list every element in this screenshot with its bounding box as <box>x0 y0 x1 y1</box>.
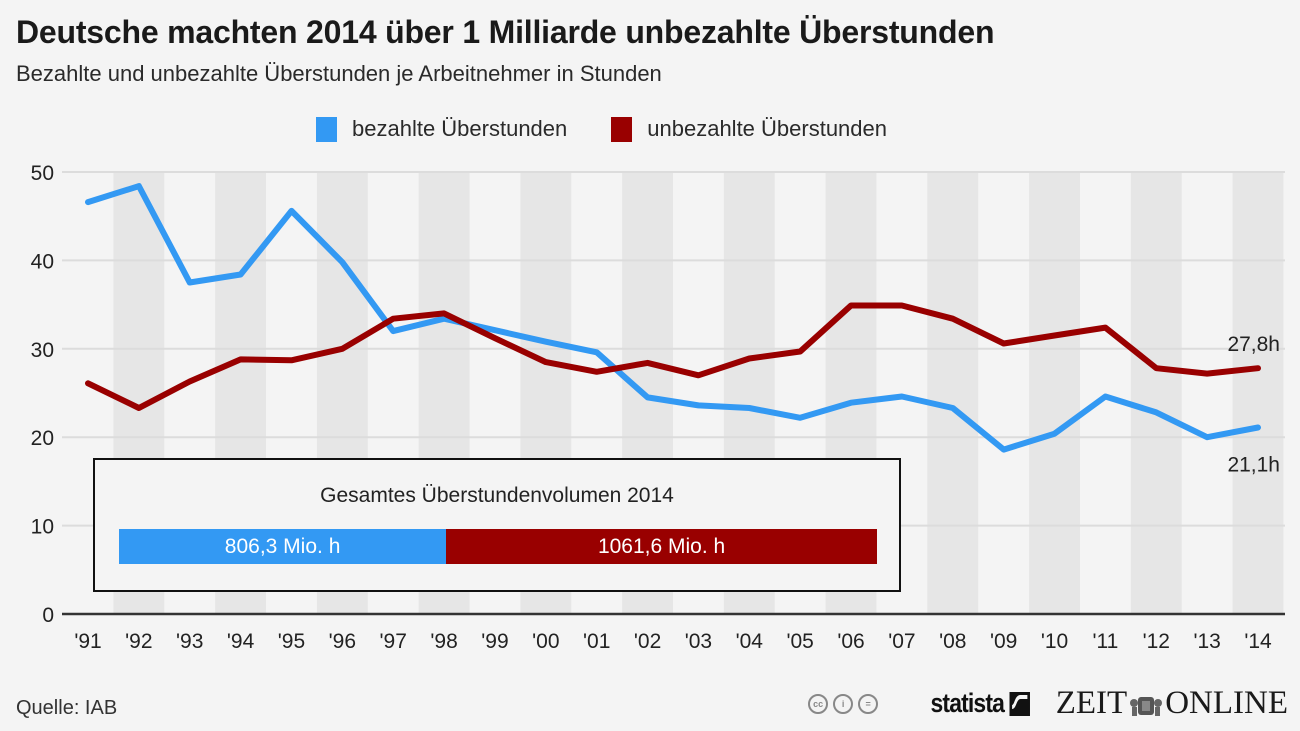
x-tick-label: '07 <box>888 630 915 653</box>
x-tick-label: '03 <box>685 630 712 653</box>
x-tick-label: '98 <box>430 630 457 653</box>
zeit-online-logo[interactable]: ZEIT ONLINE <box>1056 685 1288 722</box>
x-tick-label: '02 <box>634 630 661 653</box>
y-axis-ticks: 0 10 20 30 40 50 <box>31 162 54 627</box>
legend-label-unpaid: unbezahlte Überstunden <box>647 116 887 141</box>
x-tick-label: '95 <box>278 630 305 653</box>
column-band <box>1232 172 1284 614</box>
column-bands <box>113 172 1284 614</box>
y-tick-label: 0 <box>42 604 54 627</box>
x-tick-label: '00 <box>532 630 559 653</box>
series-line-paid <box>85 183 1261 453</box>
footer-logos: cc i = statista ZEIT ONLINE <box>808 685 1288 722</box>
x-tick-label: '10 <box>1041 630 1068 653</box>
total-volume-title: Gesamtes Überstundenvolumen 2014 <box>320 484 674 507</box>
total-volume-bar: 806,3 Mio. h 1061,6 Mio. h <box>119 529 877 564</box>
y-tick-label: 10 <box>31 516 54 539</box>
y-tick-label: 20 <box>31 427 54 450</box>
legend-label-paid: bezahlte Überstunden <box>352 116 568 141</box>
x-tick-label: '91 <box>74 630 101 653</box>
no-derivatives-icon[interactable]: = <box>858 693 879 714</box>
column-band <box>1130 172 1182 614</box>
legend: bezahlte Überstunden unbezahlte Überstun… <box>316 116 931 142</box>
x-tick-label: '97 <box>380 630 407 653</box>
legend-item-unpaid: unbezahlte Überstunden <box>611 116 887 142</box>
x-tick-label: '08 <box>939 630 966 653</box>
end-labels: 27,8h 21,1h <box>1227 333 1280 476</box>
x-tick-label: '13 <box>1193 630 1220 653</box>
series-line-unpaid <box>85 302 1261 411</box>
x-tick-label: '12 <box>1143 630 1170 653</box>
x-tick-label: '93 <box>176 630 203 653</box>
online-wordmark: ONLINE <box>1165 685 1288 721</box>
by-attribution-icon[interactable]: i <box>833 693 854 714</box>
cc-icon[interactable]: cc <box>808 693 829 714</box>
x-tick-label: '94 <box>227 630 255 653</box>
column-band <box>1029 172 1080 614</box>
legend-swatch-paid <box>316 116 337 142</box>
statista-logo[interactable]: statista <box>931 688 1030 719</box>
x-tick-label: '01 <box>583 630 610 653</box>
chart-subtitle: Bezahlte und unbezahlte Überstunden je A… <box>16 61 662 86</box>
y-tick-label: 40 <box>31 250 54 273</box>
end-label-unpaid: 27,8h <box>1227 333 1280 356</box>
x-tick-label: '92 <box>125 630 152 653</box>
x-tick-label: '04 <box>736 630 764 653</box>
x-tick-label: '14 <box>1244 630 1272 653</box>
x-tick-label: '06 <box>837 630 864 653</box>
chart-title: Deutsche machten 2014 über 1 Milliarde u… <box>16 14 995 50</box>
zeit-emblem-icon <box>1129 691 1163 717</box>
x-tick-label: '05 <box>786 630 813 653</box>
legend-item-paid: bezahlte Überstunden <box>316 116 567 142</box>
total-volume-segment-unpaid: 1061,6 Mio. h <box>446 529 877 564</box>
x-tick-label: '99 <box>481 630 508 653</box>
total-volume-segment-paid: 806,3 Mio. h <box>119 529 447 564</box>
y-tick-label: 30 <box>31 339 54 362</box>
statista-wordmark: statista <box>930 688 1005 718</box>
series-lines <box>85 183 1261 453</box>
total-volume-box: Gesamtes Überstundenvolumen 2014 806,3 M… <box>93 458 901 592</box>
gridlines <box>62 171 1285 616</box>
x-axis-ticks: '91 '92 '93 '94 '95 '96 '97 '98 '99 '00 '01 '02 '03 '… <box>74 630 1272 653</box>
source-note: Quelle: IAB <box>16 697 118 719</box>
zeit-wordmark: ZEIT <box>1055 685 1128 721</box>
end-label-paid: 21,1h <box>1227 453 1280 476</box>
statista-mark-icon <box>1009 691 1030 716</box>
y-tick-label: 50 <box>31 162 54 185</box>
column-band <box>927 172 979 614</box>
x-tick-label: '96 <box>329 630 356 653</box>
creative-commons-icons: cc i = <box>808 693 883 714</box>
x-tick-label: '11 <box>1092 630 1118 653</box>
legend-swatch-unpaid <box>611 116 633 142</box>
x-tick-label: '09 <box>990 630 1017 653</box>
